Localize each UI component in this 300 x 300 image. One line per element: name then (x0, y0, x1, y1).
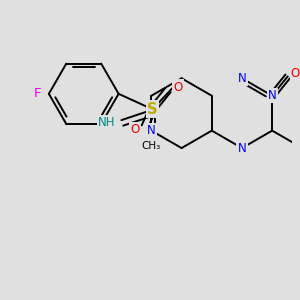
Text: N: N (238, 72, 246, 85)
Text: O: O (291, 67, 300, 80)
Text: N: N (147, 124, 156, 137)
Text: N: N (238, 142, 246, 154)
Text: F: F (34, 87, 41, 100)
Text: S: S (147, 102, 158, 117)
Text: O: O (173, 80, 182, 94)
Text: CH₃: CH₃ (142, 141, 161, 151)
Text: O: O (130, 123, 140, 136)
Text: N: N (268, 89, 277, 102)
Text: NH: NH (98, 116, 116, 129)
